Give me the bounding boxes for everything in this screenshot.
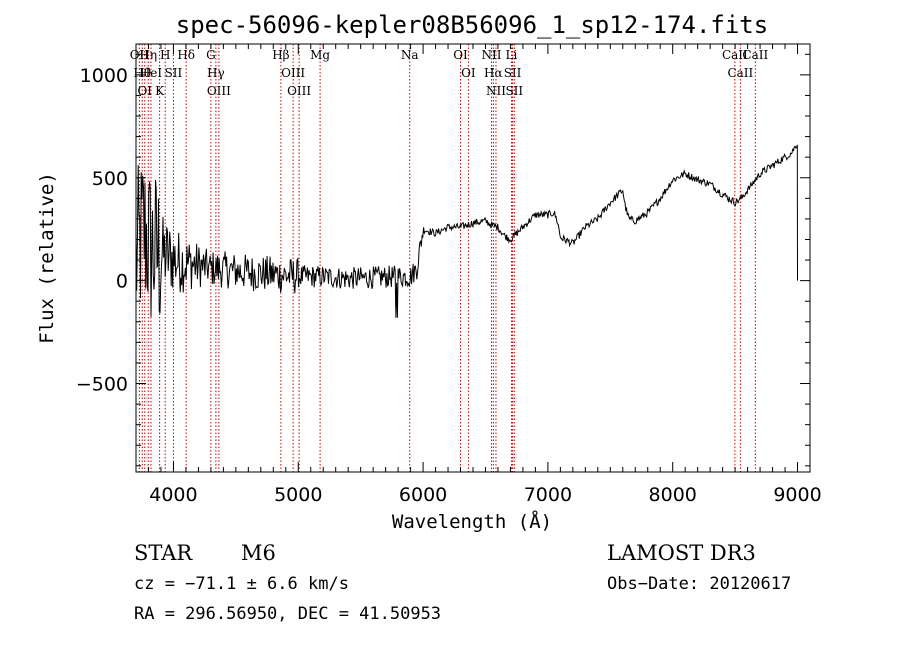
y-axis-label: Flux (relative): [36, 172, 58, 344]
chart-title: spec-56096-kepler08B56096_1_sp12-174.fit…: [176, 11, 768, 39]
object-subclass: M6: [241, 541, 276, 565]
y-tick-label: 0: [116, 271, 128, 293]
x-axis-ticks: 4000 5000 6000 7000 8000 9000: [135, 44, 822, 506]
emission-line-label: HeI: [140, 66, 163, 80]
emission-line-label: SII: [504, 66, 522, 80]
emission-line-label: OIII: [281, 66, 305, 80]
x-tick-label: 7000: [524, 484, 572, 506]
emission-line-label: OIII: [287, 84, 311, 98]
object-class: STAR: [134, 541, 193, 565]
emission-line-label: OI: [461, 66, 476, 80]
y-tick-label: 1000: [80, 65, 128, 87]
x-tick-label: 4000: [149, 484, 197, 506]
y-tick-label: −500: [76, 374, 128, 396]
emission-line-label: Na: [401, 48, 419, 62]
emission-line-label: OI: [137, 84, 152, 98]
survey-name: LAMOST DR3: [607, 541, 756, 565]
emission-line-label: Hθ: [133, 66, 151, 80]
emission-line-label: OII: [130, 48, 150, 62]
emission-line-label: NII: [481, 48, 501, 62]
emission-line-label: Hβ: [272, 48, 289, 62]
emission-line-label: G: [206, 48, 216, 62]
emission-line-label: SII: [165, 66, 183, 80]
emission-line-label: Hγ: [207, 66, 225, 80]
y-tick-label: 500: [92, 168, 128, 190]
emission-line-label: Mg: [310, 48, 330, 62]
emission-line-label: CaII: [727, 66, 753, 80]
emission-line-label: K: [155, 84, 165, 98]
emission-line-markers: [138, 44, 756, 472]
x-tick-label: 6000: [399, 484, 447, 506]
redshift-readout: cz = −71.1 ± 6.6 km/s: [134, 574, 349, 594]
x-axis-label: Wavelength (Å): [392, 510, 552, 533]
y-axis-ticks: −500 0 500 1000: [76, 53, 810, 467]
emission-line-label: OI: [453, 48, 468, 62]
coordinates: RA = 296.56950, DEC = 41.50953: [134, 604, 441, 624]
spectrum-line: [135, 144, 798, 318]
x-tick-label: 8000: [649, 484, 697, 506]
emission-line-labels: OII Hθ OI Hη HeI K H SII Hδ G Hγ OIII Hβ OIII OIII Mg Na…: [130, 48, 769, 98]
emission-line-label: Hδ: [177, 48, 195, 62]
plot-frame: [135, 43, 811, 473]
emission-line-label: CaII: [742, 48, 768, 62]
emission-line-label: CaII: [722, 48, 748, 62]
emission-line-label: SII: [505, 84, 523, 98]
x-tick-label: 9000: [773, 484, 821, 506]
emission-line-label: Hα: [484, 66, 503, 80]
emission-line-label: H: [160, 48, 170, 62]
obs-date: Obs−Date: 20120617: [607, 574, 791, 594]
emission-line-label: NII: [486, 84, 506, 98]
emission-line-label: Hη: [139, 48, 157, 62]
emission-line-label: OIII: [207, 84, 231, 98]
x-tick-label: 5000: [274, 484, 322, 506]
emission-line-label: Li: [506, 48, 518, 62]
